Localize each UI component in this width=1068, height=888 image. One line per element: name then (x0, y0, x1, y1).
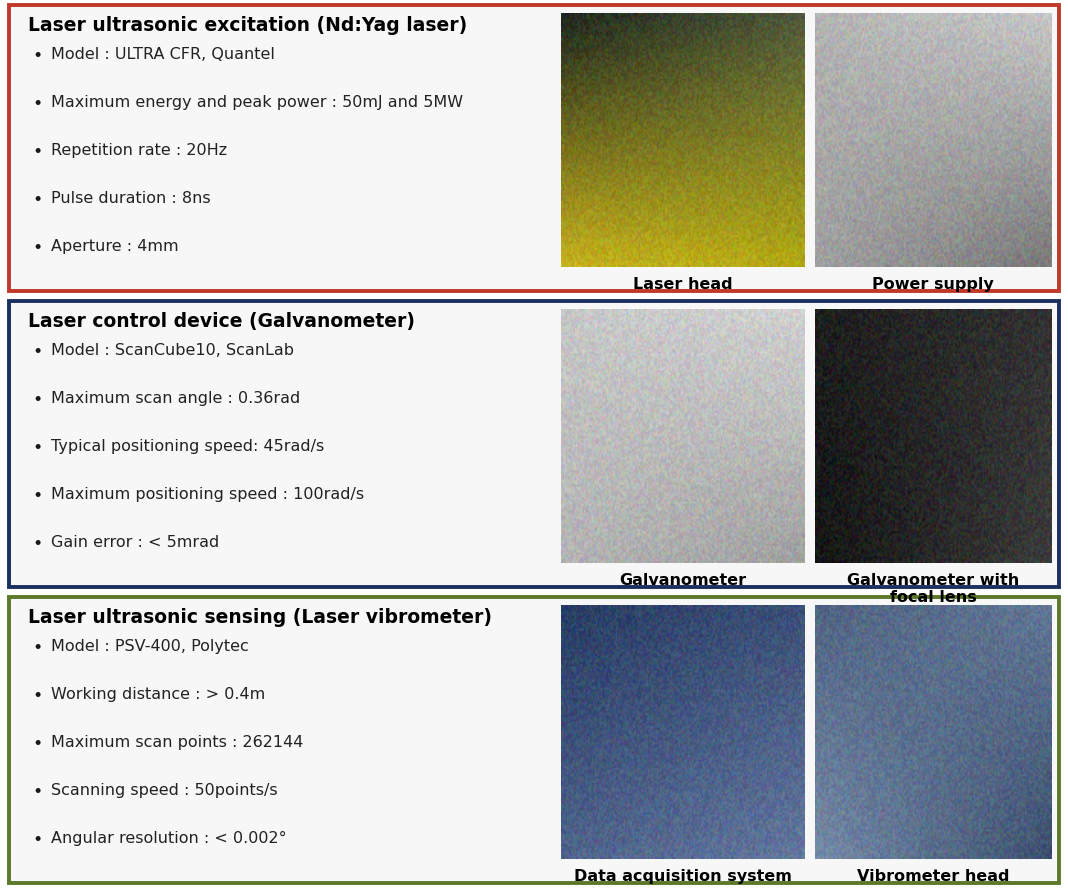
Text: •: • (32, 239, 43, 257)
Text: •: • (32, 535, 43, 552)
Text: Data acquisition system: Data acquisition system (574, 868, 791, 884)
Text: •: • (32, 487, 43, 505)
Text: Vibrometer head: Vibrometer head (857, 868, 1009, 884)
Text: Model : PSV-400, Polytec: Model : PSV-400, Polytec (51, 639, 249, 654)
Text: Scanning speed : 50points/s: Scanning speed : 50points/s (51, 783, 278, 798)
Text: •: • (32, 344, 43, 361)
Text: •: • (32, 639, 43, 657)
Text: Galvanometer: Galvanometer (618, 573, 747, 588)
Text: Laser ultrasonic sensing (Laser vibrometer): Laser ultrasonic sensing (Laser vibromet… (28, 608, 491, 627)
Text: Angular resolution : < 0.002°: Angular resolution : < 0.002° (51, 831, 287, 845)
Text: Model : ScanCube10, ScanLab: Model : ScanCube10, ScanLab (51, 344, 295, 359)
Text: Laser ultrasonic excitation (Nd:Yag laser): Laser ultrasonic excitation (Nd:Yag lase… (28, 16, 467, 35)
Text: Typical positioning speed: 45rad/s: Typical positioning speed: 45rad/s (51, 439, 325, 454)
Text: Maximum energy and peak power : 50mJ and 5MW: Maximum energy and peak power : 50mJ and… (51, 95, 464, 110)
Text: •: • (32, 439, 43, 457)
Text: Maximum scan angle : 0.36rad: Maximum scan angle : 0.36rad (51, 392, 300, 406)
Text: •: • (32, 143, 43, 161)
Text: Galvanometer with
focal lens: Galvanometer with focal lens (847, 573, 1019, 606)
Text: •: • (32, 687, 43, 705)
Text: Power supply: Power supply (873, 277, 993, 292)
Text: Model : ULTRA CFR, Quantel: Model : ULTRA CFR, Quantel (51, 47, 276, 62)
FancyBboxPatch shape (9, 598, 1059, 883)
FancyBboxPatch shape (9, 301, 1059, 587)
FancyBboxPatch shape (9, 5, 1059, 290)
Text: •: • (32, 831, 43, 849)
Text: •: • (32, 95, 43, 114)
Text: Gain error : < 5mrad: Gain error : < 5mrad (51, 535, 220, 550)
Text: Laser control device (Galvanometer): Laser control device (Galvanometer) (28, 312, 414, 331)
Text: Repetition rate : 20Hz: Repetition rate : 20Hz (51, 143, 227, 158)
Text: •: • (32, 392, 43, 409)
Text: Maximum scan points : 262144: Maximum scan points : 262144 (51, 735, 303, 750)
Text: Maximum positioning speed : 100rad/s: Maximum positioning speed : 100rad/s (51, 487, 364, 502)
Text: Pulse duration : 8ns: Pulse duration : 8ns (51, 191, 210, 206)
Text: •: • (32, 47, 43, 66)
Text: •: • (32, 783, 43, 801)
Text: Aperture : 4mm: Aperture : 4mm (51, 239, 178, 254)
Text: •: • (32, 191, 43, 209)
Text: Working distance : > 0.4m: Working distance : > 0.4m (51, 687, 266, 702)
Text: •: • (32, 735, 43, 753)
Text: Laser head: Laser head (632, 277, 733, 292)
